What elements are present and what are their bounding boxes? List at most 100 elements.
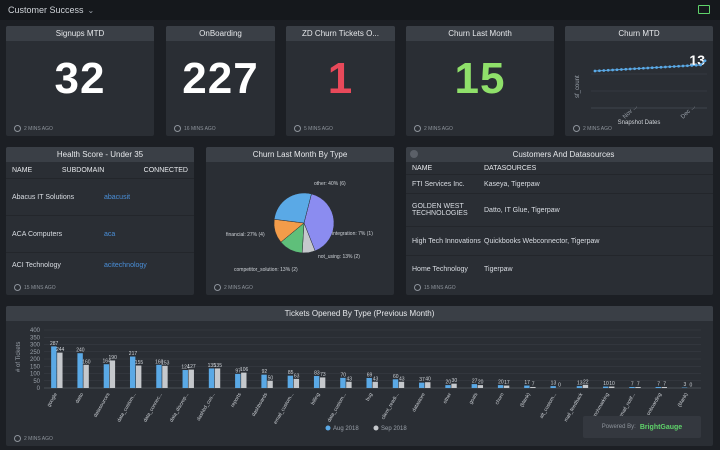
bar[interactable] [603, 386, 609, 388]
legend-label[interactable]: Sep 2018 [381, 426, 407, 432]
bar-value-label: 43 [373, 376, 379, 382]
bar[interactable] [313, 375, 320, 388]
bar[interactable] [340, 377, 346, 388]
col-subdomain[interactable]: SUBDOMAIN [61, 166, 105, 174]
bar[interactable] [503, 385, 510, 388]
bar-value-label: 10 [609, 381, 615, 387]
bar[interactable] [103, 364, 110, 388]
bar[interactable] [419, 382, 425, 388]
bar[interactable] [609, 386, 615, 388]
bar[interactable] [162, 365, 168, 388]
row-subdomain-link[interactable]: aca [104, 230, 116, 238]
bar[interactable] [582, 384, 589, 388]
bar[interactable] [135, 365, 142, 388]
bar[interactable] [267, 380, 273, 388]
bar[interactable] [372, 381, 378, 388]
x-tick-label: dashbd_cus... [196, 392, 217, 422]
table-row[interactable]: ACI Technology acitechnology [6, 252, 194, 277]
table-row[interactable]: FTI Services Inc. Kaseya, Tigerpaw [406, 174, 713, 193]
bar[interactable] [366, 377, 372, 388]
bar[interactable] [398, 381, 405, 388]
bar[interactable] [445, 385, 451, 388]
bar-value-label: 73 [320, 372, 326, 378]
y-tick-label: 300 [30, 343, 41, 349]
x-tick-label: goals [468, 392, 479, 406]
legend-label[interactable]: Aug 2018 [333, 426, 359, 432]
kpi-onboarding[interactable]: OnBoarding 227 16 MINS AGO [166, 26, 275, 136]
bar[interactable] [235, 373, 241, 388]
bar[interactable] [524, 385, 530, 388]
bar[interactable] [497, 385, 504, 388]
col-name[interactable]: NAME [412, 164, 433, 172]
table-row[interactable]: ACA Computers aca [6, 215, 194, 252]
point [606, 68, 610, 72]
x-axis-label: Snapshot Dates [617, 120, 661, 126]
bar[interactable] [51, 346, 57, 388]
bar[interactable] [392, 379, 399, 388]
bar[interactable] [319, 377, 326, 388]
bar[interactable] [241, 372, 247, 388]
bar[interactable] [109, 360, 116, 388]
x-tick-label: dashboards [251, 392, 270, 418]
bar[interactable] [451, 383, 457, 388]
bar[interactable] [129, 356, 136, 388]
table-row[interactable]: High Tech Innovations Quickbooks Webconn… [406, 226, 713, 255]
col-datasources[interactable]: DATASOURCES [484, 164, 537, 172]
bar[interactable] [208, 368, 215, 388]
powered-by-badge[interactable]: Powered By: BrightGauge [583, 416, 701, 438]
bar[interactable] [214, 368, 221, 388]
bar-value-label: 13 [577, 381, 583, 387]
churn-by-type-panel[interactable]: Churn Last Month By Type other: 40% (6) … [206, 147, 394, 295]
bar[interactable] [471, 384, 478, 388]
monitor-icon[interactable] [698, 5, 710, 14]
kpi-churn-last-month[interactable]: Churn Last Month 15 2 MINS AGO [406, 26, 554, 136]
health-score-panel[interactable]: Health Score - Under 35 NAME SUBDOMAIN C… [6, 147, 194, 295]
point [650, 66, 654, 70]
chevron-down-icon[interactable]: ⌄ [87, 5, 95, 15]
bar[interactable] [530, 386, 536, 388]
point [624, 67, 628, 71]
info-icon[interactable] [410, 150, 418, 158]
bar[interactable] [57, 352, 63, 388]
bar[interactable] [661, 386, 667, 388]
pie-slice[interactable] [303, 193, 335, 252]
row-subdomain-link[interactable]: acitechnology [104, 261, 147, 269]
bar[interactable] [655, 386, 661, 388]
bar[interactable] [346, 381, 352, 388]
point [659, 65, 663, 69]
tickets-panel[interactable]: Tickets Opened By Type (Previous Month) … [6, 306, 713, 446]
dashboard-title[interactable]: Customer Success [8, 5, 84, 15]
bar[interactable] [188, 369, 194, 388]
table-row[interactable]: Abacus IT Solutions abacusit [6, 178, 194, 215]
churn-mtd-panel[interactable]: Churn MTD 13 sf_count Nov ... Dec ... Sn… [565, 26, 713, 136]
bar[interactable] [83, 364, 89, 388]
kpi-signups[interactable]: Signups MTD 32 2 MINS AGO [6, 26, 154, 136]
bar[interactable] [576, 386, 583, 388]
point [646, 66, 650, 70]
point [699, 63, 702, 67]
y-tick-label: 250 [30, 350, 41, 356]
point [628, 67, 632, 71]
bar[interactable] [287, 375, 294, 388]
bar[interactable] [293, 378, 300, 388]
bar[interactable] [425, 382, 431, 388]
bar[interactable] [550, 386, 556, 388]
customers-panel[interactable]: Customers And Datasources NAME DATASOURC… [406, 147, 713, 295]
table-row[interactable]: GOLDEN WEST TECHNOLOGIES Datto, IT Glue,… [406, 193, 713, 226]
row-subdomain-link[interactable]: abacusit [104, 193, 131, 201]
clock-icon [14, 125, 21, 132]
bar[interactable] [261, 374, 267, 388]
bar[interactable] [77, 353, 83, 388]
bar[interactable] [629, 386, 635, 388]
bar[interactable] [635, 386, 641, 388]
bar[interactable] [156, 364, 162, 388]
col-connected[interactable]: CONNECTED [143, 166, 188, 174]
bar[interactable] [182, 370, 188, 388]
pie-slice[interactable] [273, 192, 312, 224]
table-row[interactable]: Home Technology Tigerpaw [406, 255, 713, 282]
kpi-zd-churn[interactable]: ZD Churn Tickets O... 1 5 MINS AGO [286, 26, 395, 136]
col-name[interactable]: NAME [12, 166, 33, 174]
clock-icon [294, 125, 301, 132]
bar[interactable] [477, 385, 484, 388]
